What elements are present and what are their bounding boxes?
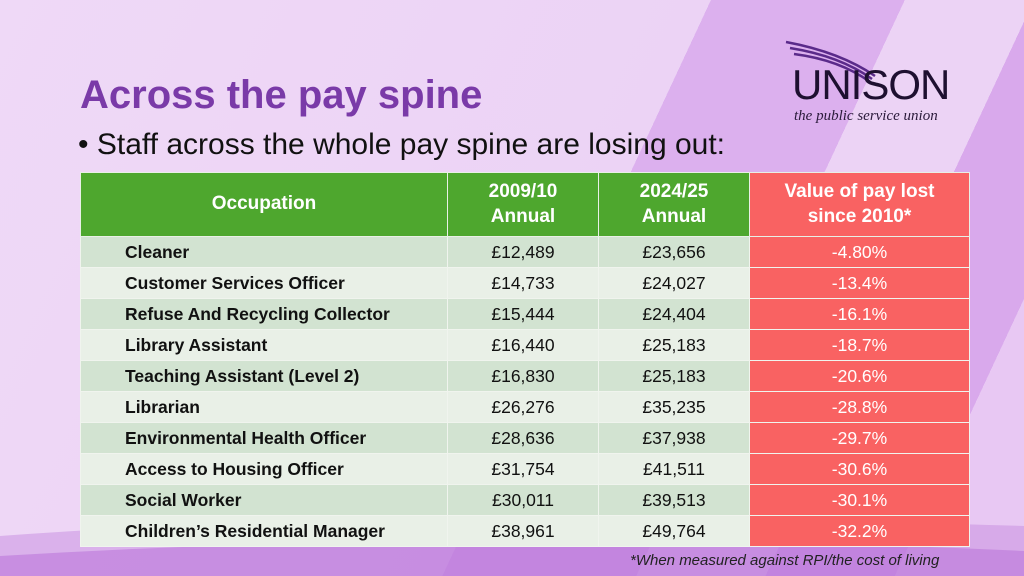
header-line: 2009/10 xyxy=(488,180,558,202)
logo-tagline: the public service union xyxy=(794,108,938,124)
header-line: Annual xyxy=(641,205,707,227)
pay-lost-cell: -28.8% xyxy=(749,391,970,423)
unison-logo: UNISON the public service union xyxy=(780,36,970,128)
slide-title: Across the pay spine xyxy=(80,73,483,117)
header-pay-lost: Value of pay lost since 2010* xyxy=(749,172,970,237)
pay-table: Occupation 2009/10 Annual 2024/25 Annual V… xyxy=(80,172,970,547)
table-row: Library Assistant £16,440 £25,183 -18.7% xyxy=(80,329,970,361)
header-2024-25: 2024/25 Annual xyxy=(598,172,750,237)
bullet-text: Staff across the whole pay spine are los… xyxy=(96,128,725,161)
bullet-point: • Staff across the whole pay spine are l… xyxy=(78,128,725,161)
pay-lost-cell: -32.2% xyxy=(749,515,970,547)
table-row: Refuse And Recycling Collector £15,444 £24… xyxy=(80,298,970,330)
table-row: Cleaner £12,489 £23,656 -4.80% xyxy=(80,236,970,268)
pay-2024-cell: £41,511 xyxy=(598,453,750,485)
header-line: Value of pay lost xyxy=(784,180,935,202)
occupation-cell: Cleaner xyxy=(80,236,448,268)
pay-2009-cell: £15,444 xyxy=(447,298,599,330)
pay-2024-cell: £24,404 xyxy=(598,298,750,330)
occupation-cell: Teaching Assistant (Level 2) xyxy=(80,360,448,392)
pay-2024-cell: £49,764 xyxy=(598,515,750,547)
pay-2009-cell: £31,754 xyxy=(447,453,599,485)
pay-lost-cell: -18.7% xyxy=(749,329,970,361)
pay-lost-cell: -4.80% xyxy=(749,236,970,268)
pay-lost-cell: -30.6% xyxy=(749,453,970,485)
table-row: Children’s Residential Manager £38,961 £49… xyxy=(80,515,970,547)
occupation-cell: Library Assistant xyxy=(80,329,448,361)
pay-lost-cell: -13.4% xyxy=(749,267,970,299)
pay-lost-cell: -16.1% xyxy=(749,298,970,330)
footnote: *When measured against RPI/the cost of l… xyxy=(630,552,940,569)
pay-2024-cell: £39,513 xyxy=(598,484,750,516)
table-row: Librarian £26,276 £35,235 -28.8% xyxy=(80,391,970,423)
pay-2009-cell: £16,830 xyxy=(447,360,599,392)
pay-2009-cell: £14,733 xyxy=(447,267,599,299)
occupation-cell: Librarian xyxy=(80,391,448,423)
pay-2024-cell: £35,235 xyxy=(598,391,750,423)
header-line: Annual xyxy=(490,205,556,227)
occupation-cell: Customer Services Officer xyxy=(80,267,448,299)
pay-2024-cell: £23,656 xyxy=(598,236,750,268)
header-occupation: Occupation xyxy=(80,172,448,237)
pay-2024-cell: £25,183 xyxy=(598,329,750,361)
pay-2009-cell: £12,489 xyxy=(447,236,599,268)
occupation-cell: Access to Housing Officer xyxy=(80,453,448,485)
occupation-cell: Refuse And Recycling Collector xyxy=(80,298,448,330)
table-row: Environmental Health Officer £28,636 £37,9… xyxy=(80,422,970,454)
table-row: Social Worker £30,011 £39,513 -30.1% xyxy=(80,484,970,516)
table-row: Access to Housing Officer £31,754 £41,511-… xyxy=(80,453,970,485)
header-2009-10: 2009/10 Annual xyxy=(447,172,599,237)
header-line: since 2010* xyxy=(807,205,912,227)
table-row: Customer Services Officer £14,733 £24,027-… xyxy=(80,267,970,299)
pay-lost-cell: -29.7% xyxy=(749,422,970,454)
pay-2009-cell: £16,440 xyxy=(447,329,599,361)
pay-2024-cell: £25,183 xyxy=(598,360,750,392)
pay-2009-cell: £26,276 xyxy=(447,391,599,423)
table-row: Teaching Assistant (Level 2) £16,830 £25,1… xyxy=(80,360,970,392)
occupation-cell: Children’s Residential Manager xyxy=(80,515,448,547)
pay-2024-cell: £37,938 xyxy=(598,422,750,454)
logo-wordmark: UNISON xyxy=(792,61,950,108)
pay-2009-cell: £38,961 xyxy=(447,515,599,547)
pay-2009-cell: £28,636 xyxy=(447,422,599,454)
pay-lost-cell: -20.6% xyxy=(749,360,970,392)
table-header-row: Occupation 2009/10 Annual 2024/25 Annual V… xyxy=(80,172,970,237)
occupation-cell: Social Worker xyxy=(80,484,448,516)
pay-2024-cell: £24,027 xyxy=(598,267,750,299)
pay-2009-cell: £30,011 xyxy=(447,484,599,516)
occupation-cell: Environmental Health Officer xyxy=(80,422,448,454)
header-line: 2024/25 xyxy=(639,180,709,202)
pay-lost-cell: -30.1% xyxy=(749,484,970,516)
swoosh-icon xyxy=(785,40,876,84)
